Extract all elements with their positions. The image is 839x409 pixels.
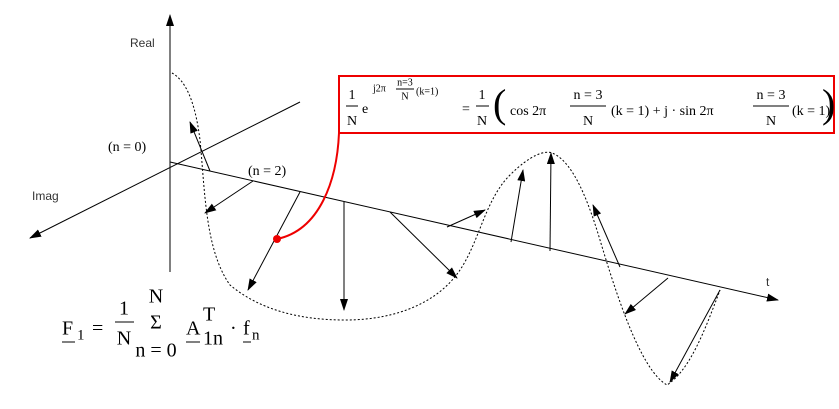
sum-bottom: n = 0	[135, 340, 176, 362]
sum-top: N	[149, 286, 163, 308]
vector	[510, 169, 526, 243]
exp: j2π	[372, 83, 386, 94]
base: e	[362, 102, 368, 117]
real-label: Real	[130, 36, 155, 50]
lhs: F	[62, 318, 73, 340]
vector	[446, 209, 486, 228]
den: N	[347, 114, 357, 129]
sigma: Σ	[150, 312, 162, 334]
envelope-curve	[171, 72, 721, 386]
num: 1	[479, 88, 486, 103]
vector	[546, 152, 555, 252]
bottom-formula: F 1 = 1 N N Σ n = 0 A T 1n · f n	[62, 286, 260, 362]
n2-label: (n = 2)	[248, 164, 287, 179]
a: A	[186, 318, 201, 340]
imag-label: Imag	[32, 189, 59, 203]
box-formula: 1 N e j2π n=3 N (k=1) = 1 N ( cos 2π n =…	[346, 77, 835, 129]
f: f	[243, 318, 250, 340]
n0-label: (n = 0)	[108, 140, 147, 155]
middle: (k = 1) + j · sin 2π	[611, 104, 714, 119]
a-sub: 1n	[203, 328, 223, 350]
vector	[592, 204, 621, 268]
paren: (	[493, 81, 506, 126]
den: N	[766, 114, 776, 129]
den: N	[583, 114, 593, 129]
lhs-sub: 1	[77, 327, 85, 343]
vector	[389, 211, 458, 279]
equals: =	[462, 102, 470, 117]
end: (k = 1)	[792, 104, 831, 119]
exp-suffix: (k=1)	[416, 86, 438, 97]
num: n = 3	[757, 88, 786, 103]
exp-den: N	[401, 91, 408, 102]
vector	[204, 180, 254, 214]
time-label: t	[766, 275, 770, 289]
den: N	[477, 114, 487, 129]
formula-box	[338, 75, 835, 134]
equals: =	[92, 318, 103, 340]
a-sup: T	[203, 304, 215, 326]
time-axis	[169, 161, 779, 302]
vector	[189, 121, 211, 172]
num: 1	[119, 298, 129, 320]
den: N	[117, 328, 131, 350]
vectors	[189, 121, 721, 383]
num: 1	[349, 88, 356, 103]
exp-num: n=3	[397, 77, 413, 88]
cos: cos 2π	[510, 104, 546, 119]
f-sub: n	[252, 327, 260, 343]
num: n = 3	[574, 88, 603, 103]
callout-line	[276, 132, 340, 240]
imag-axis	[29, 101, 301, 239]
callout-dot	[273, 235, 281, 243]
dot: ·	[230, 318, 237, 340]
vector	[669, 289, 721, 383]
vector	[624, 277, 669, 315]
paren: )	[822, 81, 835, 126]
